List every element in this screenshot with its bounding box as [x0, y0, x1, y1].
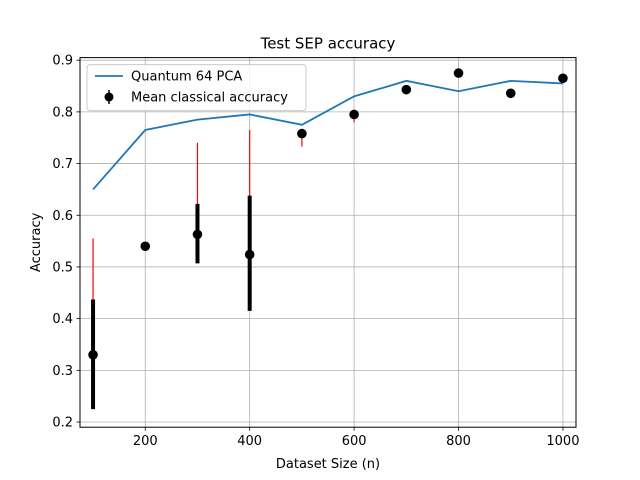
series-layer	[88, 68, 568, 410]
classical-data-point	[88, 350, 98, 360]
x-tick-label: 400	[237, 434, 262, 449]
y-tick-label: 0.6	[52, 209, 73, 224]
classical-data-point	[297, 128, 307, 139]
legend-label-quantum: Quantum 64 PCA	[131, 70, 242, 85]
legend-marker-swatch	[104, 92, 114, 102]
legend: Quantum 64 PCA Mean classical accuracy	[86, 64, 307, 112]
x-axis-label: Dataset Size (n)	[276, 457, 380, 472]
x-tick-label: 600	[342, 434, 367, 449]
classical-data-point	[244, 249, 255, 260]
y-tick-label: 0.9	[52, 54, 73, 69]
classical-data-point	[453, 68, 464, 78]
classical-data-point	[140, 241, 151, 252]
x-tick-label: 1000	[546, 434, 579, 449]
chart-title: Test SEP accuracy	[260, 35, 396, 53]
y-tick-label: 0.3	[52, 364, 73, 379]
plot-area-frame	[79, 57, 577, 428]
y-tick-label: 0.8	[52, 105, 73, 120]
classical-data-point	[558, 73, 568, 84]
axis-ticks: 200 400 600 800 1000 0.2 0.3 0.4 0.5 0.6 0.7 0.8 0.9	[52, 54, 579, 450]
y-tick-label: 0.2	[52, 416, 73, 431]
classical-data-point	[505, 88, 516, 99]
legend-label-classical: Mean classical accuracy	[131, 91, 288, 106]
x-tick-label: 800	[446, 434, 471, 449]
classical-data-point	[349, 109, 359, 120]
y-axis-label: Accuracy	[29, 212, 44, 272]
classical-data-point	[401, 84, 412, 95]
y-tick-label: 0.7	[52, 157, 73, 172]
legend-box	[86, 64, 307, 112]
x-tick-label: 200	[133, 434, 158, 449]
classical-data-point	[192, 229, 203, 240]
y-tick-label: 0.4	[52, 312, 73, 327]
y-tick-label: 0.5	[52, 260, 73, 275]
quantum-series-line	[92, 79, 563, 191]
